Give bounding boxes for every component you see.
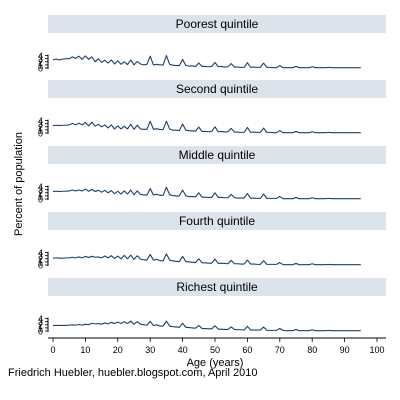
panel-title-fourth: Fourth quintile [179,214,255,228]
y-tick-label-middle-0: 0 [38,195,43,205]
y-tick-label-fourth-1: 1 [38,257,43,267]
y-tick-label-second-1: 1 [38,125,43,135]
y-tick-label-middle-2: 2 [38,188,43,198]
y-tick-label-poorest-1: 1 [38,60,43,70]
x-tick-label-40: 40 [178,345,188,355]
series-line-poorest [52,55,361,69]
panel-header-fourth [48,212,386,230]
panel-header-richest [48,278,386,296]
series-line-fourth [52,253,361,266]
panel-header-second [48,80,386,98]
y-tick-label-richest-0: 0 [38,327,43,337]
panel-title-poorest: Poorest quintile [176,17,259,31]
x-tick-label-50: 50 [210,345,220,355]
x-tick-label-10: 10 [80,345,90,355]
y-tick-label-second-3: 3 [38,119,43,129]
x-tick-label-20: 20 [113,345,123,355]
x-tick-label-100: 100 [369,345,384,355]
series-line-richest [53,320,361,332]
y-tick-label-poorest-4: 4 [38,51,43,61]
x-tick-label-80: 80 [307,345,317,355]
y-tick-label-richest-2: 2 [38,320,43,330]
series-line-middle [52,186,361,200]
panel-title-middle: Middle quintile [179,148,256,162]
panel-title-richest: Richest quintile [176,280,258,294]
y-tick-label-poorest-0: 0 [38,64,43,74]
y-tick-label-second-2: 2 [38,122,43,132]
y-tick-label-fourth-4: 4 [38,248,43,258]
y-tick-label-richest-3: 3 [38,317,43,327]
y-tick-label-second-0: 0 [38,129,43,139]
x-tick-label-90: 90 [340,345,350,355]
series-line-second [52,120,361,134]
y-tick-label-poorest-3: 3 [38,54,43,64]
y-axis-title: Percent of population [13,132,25,236]
y-tick-label-poorest-2: 2 [38,57,43,67]
y-tick-label-middle-1: 1 [38,191,43,201]
source-credit: Friedrich Huebler, huebler.blogspot.com,… [8,367,258,379]
y-tick-label-second-4: 4 [38,116,43,126]
x-tick-label-30: 30 [145,345,155,355]
x-axis-title: Age (years) [187,357,244,369]
panel-title-second: Second quintile [176,82,258,96]
y-tick-label-richest-4: 4 [38,314,43,324]
y-tick-label-fourth-3: 3 [38,251,43,261]
x-tick-label-60: 60 [242,345,252,355]
y-tick-label-fourth-0: 0 [38,261,43,271]
x-tick-label-70: 70 [275,345,285,355]
y-tick-label-richest-1: 1 [38,323,43,333]
y-tick-label-middle-3: 3 [38,185,43,195]
y-tick-label-middle-4: 4 [38,182,43,192]
y-tick-label-fourth-2: 2 [38,254,43,264]
panel-header-poorest [48,15,386,33]
x-tick-label-0: 0 [50,345,55,355]
panel-header-middle [48,146,386,164]
